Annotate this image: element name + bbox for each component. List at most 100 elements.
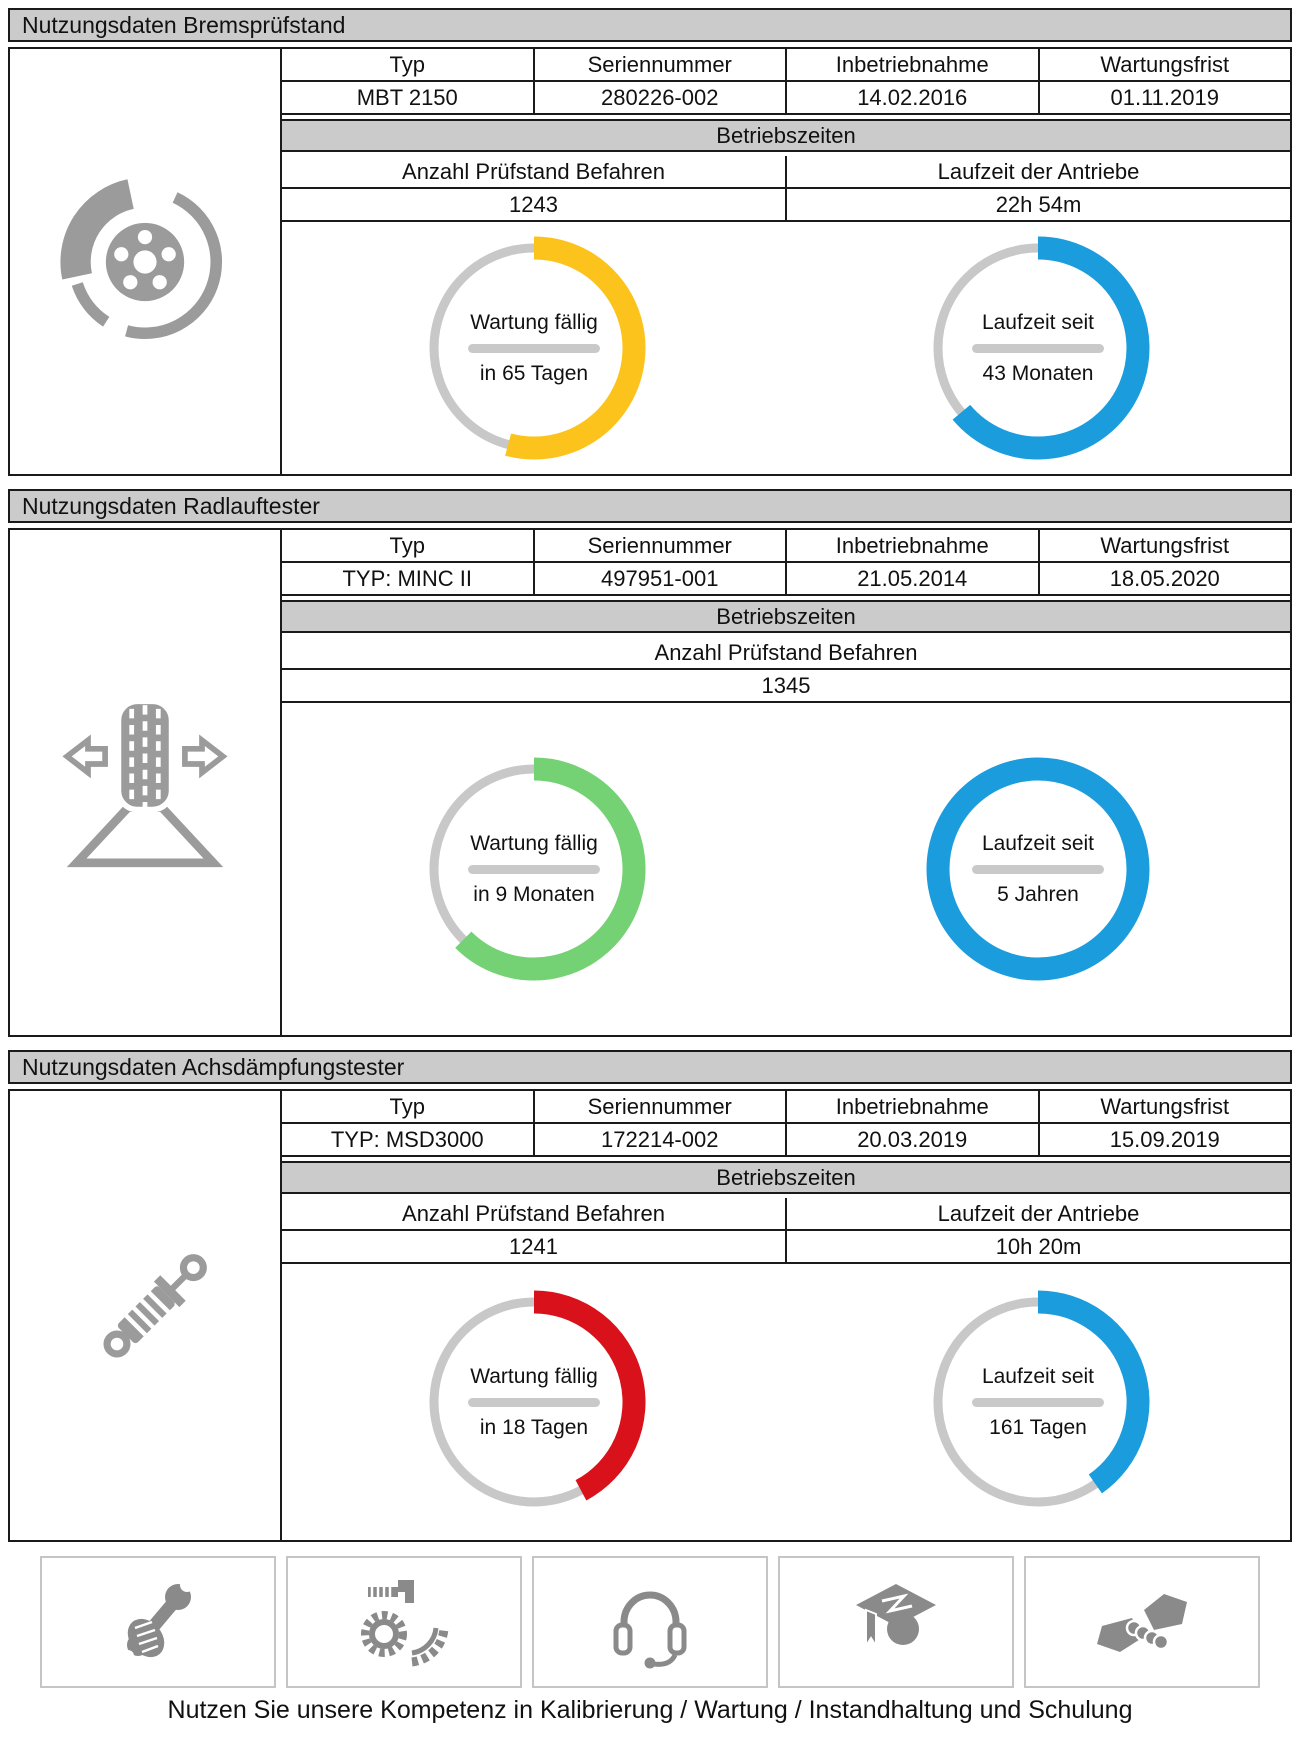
betriebszeiten-bar: Betriebszeiten <box>282 119 1290 152</box>
gauge-divider <box>972 1397 1104 1407</box>
value-typ: MBT 2150 <box>282 82 533 115</box>
section-title: Nutzungsdaten Bremsprüfstand <box>8 8 1292 42</box>
gauge-label: Laufzeit seit 5 Jahren <box>920 751 1156 987</box>
maintenance-gauge-ring <box>429 1290 646 1507</box>
gauge-label: Wartung fällig in 65 Tagen <box>416 230 652 466</box>
metric-value-row: 1241 10h 20m <box>282 1231 1290 1264</box>
gauge-divider <box>972 343 1104 353</box>
gauge-label: Laufzeit seit 43 Monaten <box>920 230 1156 466</box>
value-inbetriebnahme: 21.05.2014 <box>785 563 1038 596</box>
table-header-row: Typ Seriennummer Inbetriebnahme Wartungs… <box>282 49 1290 82</box>
value-anzahl-befahren: 1345 <box>282 670 1290 703</box>
brake-disc-icon <box>60 178 223 339</box>
runtime-gauge: Laufzeit seit 5 Jahren <box>920 751 1156 987</box>
header-inbetriebnahme: Inbetriebnahme <box>785 49 1038 82</box>
runtime-gauge-ring <box>933 1290 1150 1507</box>
gauge-line1: Wartung fällig <box>470 1364 598 1388</box>
header-anzahl-befahren: Anzahl Prüfstand Befahren <box>282 156 785 189</box>
maintenance-gauge: Wartung fällig in 9 Monaten <box>416 751 652 987</box>
equipment-icon-cell <box>10 1091 282 1540</box>
metric-header-row: Anzahl Prüfstand Befahren Laufzeit der A… <box>282 1198 1290 1231</box>
header-laufzeit-antriebe: Laufzeit der Antriebe <box>785 156 1290 189</box>
table-value-row: TYP: MINC II 497951-001 21.05.2014 18.05… <box>282 563 1290 596</box>
maintenance-gauge: Wartung fällig in 18 Tagen <box>416 1284 652 1520</box>
metric-header-row: Anzahl Prüfstand Befahren <box>282 637 1290 670</box>
gauge-line1: Laufzeit seit <box>981 831 1095 855</box>
service-button-training[interactable] <box>778 1556 1014 1688</box>
value-wartungsfrist: 01.11.2019 <box>1037 82 1290 115</box>
headset-icon <box>613 1591 687 1669</box>
section-body: Typ Seriennummer Inbetriebnahme Wartungs… <box>8 528 1292 1037</box>
gauge-area: Wartung fällig in 9 Monaten Laufzeit sei… <box>282 703 1290 1035</box>
runtime-gauge-ring <box>933 236 1150 460</box>
gauge-line2: in 65 Tagen <box>479 361 589 385</box>
betriebszeiten-bar: Betriebszeiten <box>282 600 1290 633</box>
runtime-gauge: Laufzeit seit 43 Monaten <box>920 230 1156 466</box>
wrench-hand-icon <box>122 1578 194 1662</box>
header-wartungsfrist: Wartungsfrist <box>1037 49 1290 82</box>
gear-screw-icon <box>361 1580 449 1667</box>
service-button-repair[interactable] <box>40 1556 276 1688</box>
header-inbetriebnahme: Inbetriebnahme <box>785 530 1038 563</box>
header-anzahl-befahren: Anzahl Prüfstand Befahren <box>282 637 1290 670</box>
gauge-line1: Wartung fällig <box>470 831 598 855</box>
value-typ: TYP: MSD3000 <box>282 1124 533 1157</box>
section-title: Nutzungsdaten Achsdämpfungstester <box>8 1050 1292 1084</box>
handshake-icon <box>1097 1594 1187 1652</box>
value-wartungsfrist: 18.05.2020 <box>1037 563 1290 596</box>
header-typ: Typ <box>282 530 533 563</box>
wheel-alignment-icon <box>62 697 228 867</box>
metric-value-row: 1345 <box>282 670 1290 703</box>
section-body: Typ Seriennummer Inbetriebnahme Wartungs… <box>8 1089 1292 1542</box>
value-wartungsfrist: 15.09.2019 <box>1037 1124 1290 1157</box>
gauge-divider <box>972 864 1104 874</box>
header-anzahl-befahren: Anzahl Prüfstand Befahren <box>282 1198 785 1231</box>
header-seriennummer: Seriennummer <box>532 530 785 563</box>
gauge-line2: 161 Tagen <box>989 1415 1087 1439</box>
section-radlauftester: Nutzungsdaten Radlauftester Typ Seriennu… <box>8 489 1292 1037</box>
gauge-area: Wartung fällig in 65 Tagen Laufzeit seit <box>282 222 1290 474</box>
value-anzahl-befahren: 1241 <box>282 1231 785 1264</box>
value-typ: TYP: MINC II <box>282 563 533 596</box>
section-content: Typ Seriennummer Inbetriebnahme Wartungs… <box>282 49 1290 474</box>
metric-header-row: Anzahl Prüfstand Befahren Laufzeit der A… <box>282 156 1290 189</box>
gauge-label: Laufzeit seit 161 Tagen <box>920 1284 1156 1520</box>
section-content: Typ Seriennummer Inbetriebnahme Wartungs… <box>282 1091 1290 1540</box>
gauge-line2: 43 Monaten <box>982 361 1094 385</box>
gauge-line2: 5 Jahren <box>997 882 1079 906</box>
metric-value-row: 1243 22h 54m <box>282 189 1290 222</box>
graduation-cap-icon <box>856 1584 936 1650</box>
value-seriennummer: 172214-002 <box>532 1124 785 1157</box>
gauge-line2: in 9 Monaten <box>473 882 595 906</box>
value-anzahl-befahren: 1243 <box>282 189 785 222</box>
service-button-support[interactable] <box>532 1556 768 1688</box>
shock-absorber-icon <box>103 1253 207 1358</box>
table-header-row: Typ Seriennummer Inbetriebnahme Wartungs… <box>282 1091 1290 1124</box>
value-inbetriebnahme: 20.03.2019 <box>785 1124 1038 1157</box>
section-achsdaempfungstester: Nutzungsdaten Achsdämpfungstester <box>8 1050 1292 1542</box>
value-seriennummer: 280226-002 <box>532 82 785 115</box>
value-laufzeit-antriebe: 10h 20m <box>785 1231 1290 1264</box>
value-inbetriebnahme: 14.02.2016 <box>785 82 1038 115</box>
service-button-partnership[interactable] <box>1024 1556 1260 1688</box>
section-bremspruefstand: Nutzungsdaten Bremsprüfstand <box>8 8 1292 476</box>
table-value-row: TYP: MSD3000 172214-002 20.03.2019 15.09… <box>282 1124 1290 1157</box>
gauge-label: Wartung fällig in 18 Tagen <box>416 1284 652 1520</box>
runtime-gauge-ring <box>926 757 1150 981</box>
value-laufzeit-antriebe: 22h 54m <box>785 189 1290 222</box>
header-inbetriebnahme: Inbetriebnahme <box>785 1091 1038 1124</box>
runtime-gauge: Laufzeit seit 161 Tagen <box>920 1284 1156 1520</box>
equipment-icon-cell <box>10 530 282 1035</box>
table-header-row: Typ Seriennummer Inbetriebnahme Wartungs… <box>282 530 1290 563</box>
gauge-divider <box>468 343 600 353</box>
section-content: Typ Seriennummer Inbetriebnahme Wartungs… <box>282 530 1290 1035</box>
section-title: Nutzungsdaten Radlauftester <box>8 489 1292 523</box>
gauge-line2: in 18 Tagen <box>479 1415 589 1439</box>
service-button-parts[interactable] <box>286 1556 522 1688</box>
section-body: Typ Seriennummer Inbetriebnahme Wartungs… <box>8 47 1292 476</box>
header-typ: Typ <box>282 49 533 82</box>
header-wartungsfrist: Wartungsfrist <box>1037 530 1290 563</box>
gauge-line1: Wartung fällig <box>470 310 598 334</box>
maintenance-gauge-ring <box>429 757 646 981</box>
